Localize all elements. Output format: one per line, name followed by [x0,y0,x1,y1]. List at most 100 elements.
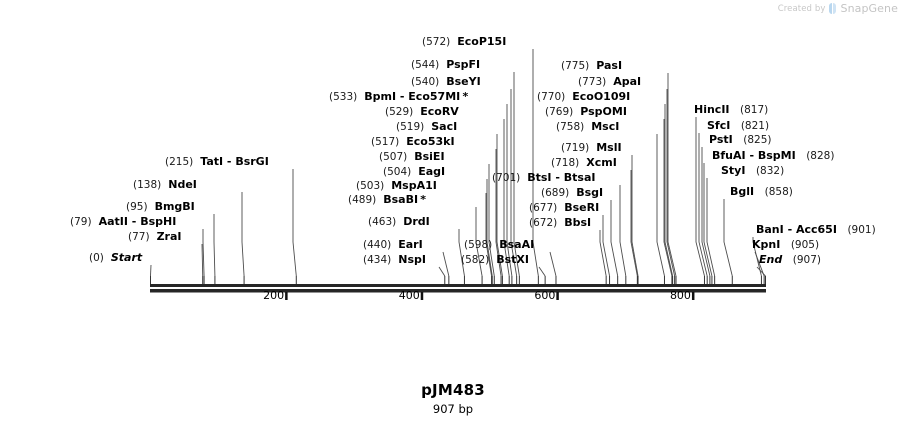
restriction-site-label[interactable]: (544) PspFI [411,59,480,72]
restriction-site-label[interactable]: SfcI (821) [707,120,770,133]
restriction-site-label[interactable]: (0) Start [89,252,142,265]
restriction-site-label[interactable]: BfuAI - BspMI (828) [712,149,834,163]
plasmid-size: 907 bp [432,402,474,416]
leader-line [698,133,708,277]
leader-line [723,199,733,277]
restriction-site-label[interactable]: (440) EarI [363,239,423,252]
leader-line [754,251,765,277]
enzyme-name: BfuAI [712,149,746,162]
site-position: (858) [764,186,793,198]
enzyme-name: ApaI [613,75,642,88]
restriction-site-label[interactable]: (672) BbsI [529,217,591,230]
restriction-site-label[interactable]: (463) DrdI [368,216,430,229]
restriction-site-label[interactable]: (689) BsgI [541,187,603,200]
restriction-site-label[interactable]: (718) XcmI [551,156,617,170]
restriction-site-label[interactable]: (95) BmgBI [126,201,195,214]
restriction-site-label[interactable]: (507) BsiEI [379,151,445,164]
restriction-site-label[interactable]: (215) TatI - BsrGI [165,156,269,169]
leader-line [503,119,510,277]
enzyme-name: MslI [596,141,622,154]
leader-line [496,134,503,277]
leader-line [667,73,677,277]
site-position: (440) [363,239,392,251]
restriction-site-label[interactable]: (540) BseYI [411,76,481,89]
enzyme-separator: - [127,215,141,228]
restriction-site-label[interactable]: StyI (832) [721,164,784,178]
restriction-site-label[interactable]: (572) EcoP15I [422,36,506,49]
restriction-site-label[interactable]: (758) MscI [556,120,620,134]
leader-line [201,243,204,277]
restriction-site-label[interactable]: HincII (817) [694,103,768,117]
restriction-site-label[interactable]: PstI (825) [709,133,772,147]
site-position: (770) [537,91,566,103]
restriction-site-label[interactable]: (77) ZraI [128,231,181,244]
site-position: (701) [492,172,521,184]
site-position: (689) [541,187,570,199]
enzyme-name: HincII [694,103,730,116]
enzyme-name: PstI [709,133,733,146]
enzyme-name: BspMI [757,149,796,162]
restriction-site-label[interactable]: (701) BtsI - BtsaI [492,172,595,185]
restriction-site-label[interactable]: (775) PasI [561,60,622,73]
enzyme-separator: - [396,90,409,103]
ruler-bar [150,284,766,293]
restriction-site-label[interactable]: (769) PspOMI [545,106,627,119]
enzyme-name: XcmI [586,156,617,169]
restriction-site-label[interactable]: (519) SacI [396,121,457,134]
restriction-site-label[interactable]: (598) BsaAI [464,239,534,252]
restriction-site-label[interactable]: (434) NspI [363,254,426,267]
restriction-site-label[interactable]: (533) BpmI - Eco57MI * [329,90,468,104]
restriction-site-label[interactable]: BglI (858) [730,186,793,199]
site-position: (821) [740,120,770,132]
restriction-site-label[interactable]: (517) Eco53kI [371,136,455,149]
restriction-site-label[interactable]: (138) NdeI [133,179,197,192]
restriction-site-label[interactable]: End (907) [759,253,821,267]
site-position: (533) [329,91,358,103]
restriction-site-label[interactable]: (529) EcoRV [385,105,459,119]
enzyme-name: BstXI [496,253,529,266]
site-position: (503) [356,180,385,192]
site-position: (540) [411,76,440,88]
leader-line [438,266,446,277]
leader-line [703,163,713,277]
restriction-site-label[interactable]: (503) MspA1I [356,180,437,193]
watermark-brand-label: SnapGene [840,2,898,15]
leader-line [701,147,711,277]
leader-line [486,179,493,277]
restriction-site-label[interactable]: (773) ApaI [578,75,642,89]
enzyme-name: BseRI [564,201,600,214]
enzyme-name: EagI [418,165,446,178]
enzyme-name: End [759,253,783,266]
restriction-site-label[interactable]: KpnI (905) [752,239,819,252]
site-position: (504) [383,166,412,178]
restriction-site-label[interactable]: (79) AatII - BspHI [70,215,176,229]
leader-line [510,89,518,277]
scale-tick [420,292,424,300]
site-position: (582) [461,254,490,266]
restriction-site-label[interactable]: (489) BsaBI * [348,194,426,207]
enzyme-name: StyI [721,164,746,177]
leader-line [610,200,619,277]
restriction-site-label[interactable]: (582) BstXI [461,253,529,267]
restriction-site-label[interactable]: (770) EcoO109I [537,91,630,104]
leader-line [752,237,762,277]
site-position: (489) [348,194,377,206]
restriction-site-label[interactable]: BanI - Acc65I (901) [756,224,876,237]
scale-tick [691,292,695,300]
restriction-site-label[interactable]: (719) MslI [561,141,622,155]
site-position: (544) [411,59,440,71]
enzyme-name: EcoRV [420,105,459,118]
snapgene-logo-icon [829,3,837,14]
enzyme-name: MscI [591,120,620,133]
enzyme-name: Eco57MI [408,90,461,103]
leader-line [706,178,716,277]
restriction-site-label[interactable]: (504) EagI [383,165,446,179]
site-position: (215) [165,156,194,168]
restriction-site-label[interactable]: (677) BseRI [529,201,600,215]
leader-line [663,119,673,277]
leader-line [602,215,610,277]
leader-line [599,230,607,277]
enzyme-name: BpmI [364,90,397,103]
leader-line [664,104,674,277]
site-position: (758) [556,121,585,133]
